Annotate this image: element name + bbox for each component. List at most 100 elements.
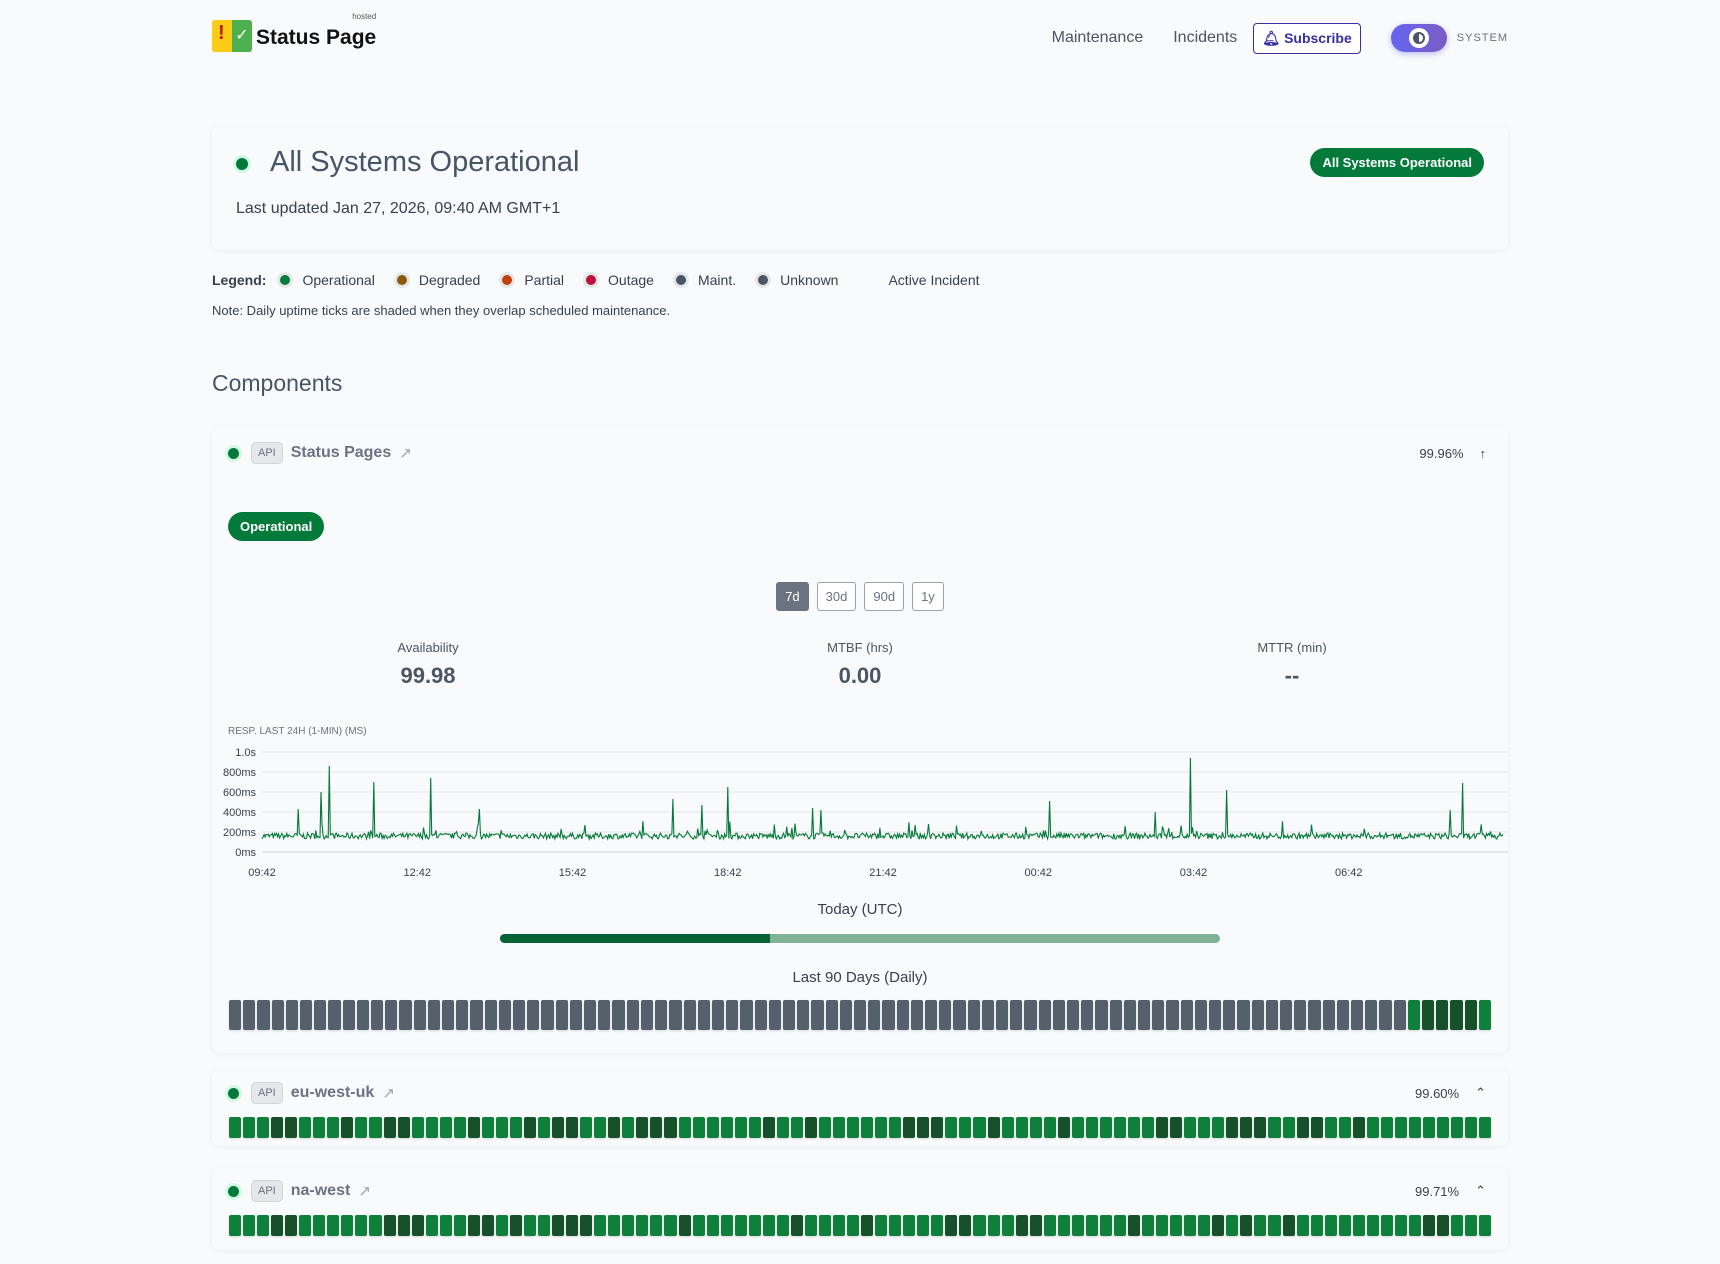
day-tick[interactable] [257, 1000, 270, 1030]
day-tick[interactable] [481, 1215, 494, 1236]
day-tick[interactable] [1010, 1000, 1023, 1030]
day-tick[interactable] [1198, 1215, 1211, 1236]
day-tick[interactable] [271, 1117, 284, 1138]
day-tick[interactable] [1109, 1000, 1122, 1030]
day-tick[interactable] [973, 1215, 986, 1236]
day-tick[interactable] [1465, 1215, 1478, 1236]
collapse-icon[interactable]: ↑ [1479, 445, 1487, 461]
day-tick[interactable] [1194, 1000, 1208, 1030]
day-tick[interactable] [903, 1215, 916, 1236]
day-tick[interactable] [1128, 1215, 1141, 1236]
day-tick[interactable] [383, 1117, 396, 1138]
day-tick[interactable] [1422, 1215, 1436, 1236]
day-tick[interactable] [594, 1215, 607, 1236]
day-tick[interactable] [1138, 1000, 1151, 1030]
day-tick[interactable] [754, 1000, 767, 1030]
day-tick[interactable] [959, 1215, 972, 1236]
day-tick[interactable] [1393, 1000, 1406, 1030]
day-tick[interactable] [1338, 1117, 1351, 1138]
day-tick[interactable] [931, 1215, 944, 1236]
day-tick[interactable] [1113, 1117, 1126, 1138]
day-tick[interactable] [776, 1215, 789, 1236]
day-tick[interactable] [1156, 1117, 1169, 1138]
day-tick[interactable] [1437, 1215, 1450, 1236]
day-tick[interactable] [328, 1000, 341, 1030]
day-tick[interactable] [271, 1000, 284, 1030]
day-tick[interactable] [371, 1000, 384, 1030]
day-tick[interactable] [669, 1000, 682, 1030]
day-tick[interactable] [804, 1117, 817, 1138]
day-tick[interactable] [959, 1117, 972, 1138]
day-tick[interactable] [1001, 1215, 1014, 1236]
day-tick[interactable] [973, 1117, 986, 1138]
day-tick[interactable] [555, 1000, 568, 1030]
day-tick[interactable] [1268, 1117, 1281, 1138]
day-tick[interactable] [1338, 1215, 1351, 1236]
day-tick[interactable] [847, 1117, 860, 1138]
subscribe-button[interactable]: 🔔︎ Subscribe [1253, 22, 1361, 54]
day-tick[interactable] [341, 1215, 354, 1236]
day-tick[interactable] [734, 1215, 747, 1236]
day-tick[interactable] [1422, 1000, 1435, 1030]
day-tick[interactable] [385, 1000, 398, 1030]
day-tick[interactable] [397, 1117, 410, 1138]
day-tick[interactable] [1024, 1000, 1037, 1030]
day-tick[interactable] [1113, 1215, 1126, 1236]
day-tick[interactable] [1223, 1000, 1236, 1030]
day-tick[interactable] [1015, 1117, 1028, 1138]
day-tick[interactable] [1038, 1000, 1051, 1030]
day-tick[interactable] [1052, 1000, 1065, 1030]
day-tick[interactable] [1254, 1117, 1267, 1138]
day-tick[interactable] [678, 1117, 691, 1138]
day-tick[interactable] [313, 1117, 326, 1138]
day-tick[interactable] [1464, 1000, 1477, 1030]
day-tick[interactable] [868, 1000, 881, 1030]
day-tick[interactable] [697, 1000, 710, 1030]
day-tick[interactable] [1380, 1215, 1393, 1236]
day-tick[interactable] [1085, 1215, 1098, 1236]
day-tick[interactable] [762, 1215, 775, 1236]
day-tick[interactable] [1142, 1215, 1155, 1236]
day-tick[interactable] [257, 1215, 270, 1236]
day-tick[interactable] [453, 1215, 466, 1236]
day-tick[interactable] [397, 1215, 410, 1236]
day-tick[interactable] [833, 1215, 846, 1236]
day-tick[interactable] [726, 1000, 739, 1030]
day-tick[interactable] [626, 1000, 639, 1030]
day-tick[interactable] [967, 1000, 980, 1030]
day-tick[interactable] [342, 1000, 355, 1030]
day-tick[interactable] [1294, 1000, 1307, 1030]
day-tick[interactable] [1198, 1117, 1211, 1138]
day-tick[interactable] [569, 1000, 583, 1030]
day-tick[interactable] [917, 1215, 930, 1236]
day-tick[interactable] [229, 1000, 242, 1030]
day-tick[interactable] [1123, 1000, 1136, 1030]
day-tick[interactable] [762, 1117, 775, 1138]
day-tick[interactable] [720, 1117, 733, 1138]
day-tick[interactable] [1057, 1117, 1070, 1138]
day-tick[interactable] [523, 1215, 537, 1236]
day-tick[interactable] [341, 1117, 354, 1138]
day-tick[interactable] [541, 1000, 554, 1030]
day-tick[interactable] [1394, 1117, 1407, 1138]
day-tick[interactable] [1408, 1215, 1421, 1236]
day-tick[interactable] [608, 1117, 621, 1138]
day-tick[interactable] [399, 1000, 412, 1030]
day-tick[interactable] [495, 1215, 508, 1236]
day-tick[interactable] [229, 1215, 242, 1236]
day-tick[interactable] [439, 1215, 452, 1236]
day-tick[interactable] [1180, 1000, 1193, 1030]
day-tick[interactable] [797, 1000, 810, 1030]
day-tick[interactable] [720, 1215, 733, 1236]
day-tick[interactable] [1099, 1215, 1112, 1236]
day-tick[interactable] [981, 1000, 994, 1030]
day-tick[interactable] [987, 1117, 1000, 1138]
day-tick[interactable] [1156, 1215, 1169, 1236]
external-link-icon[interactable]: ↗ [399, 445, 412, 462]
day-tick[interactable] [847, 1215, 860, 1236]
day-tick[interactable] [299, 1215, 312, 1236]
logo[interactable]: ✓! Status Page hosted [212, 12, 376, 56]
day-tick[interactable] [678, 1215, 691, 1236]
nav-maintenance[interactable]: Maintenance [1051, 29, 1144, 46]
day-tick[interactable] [622, 1117, 635, 1138]
